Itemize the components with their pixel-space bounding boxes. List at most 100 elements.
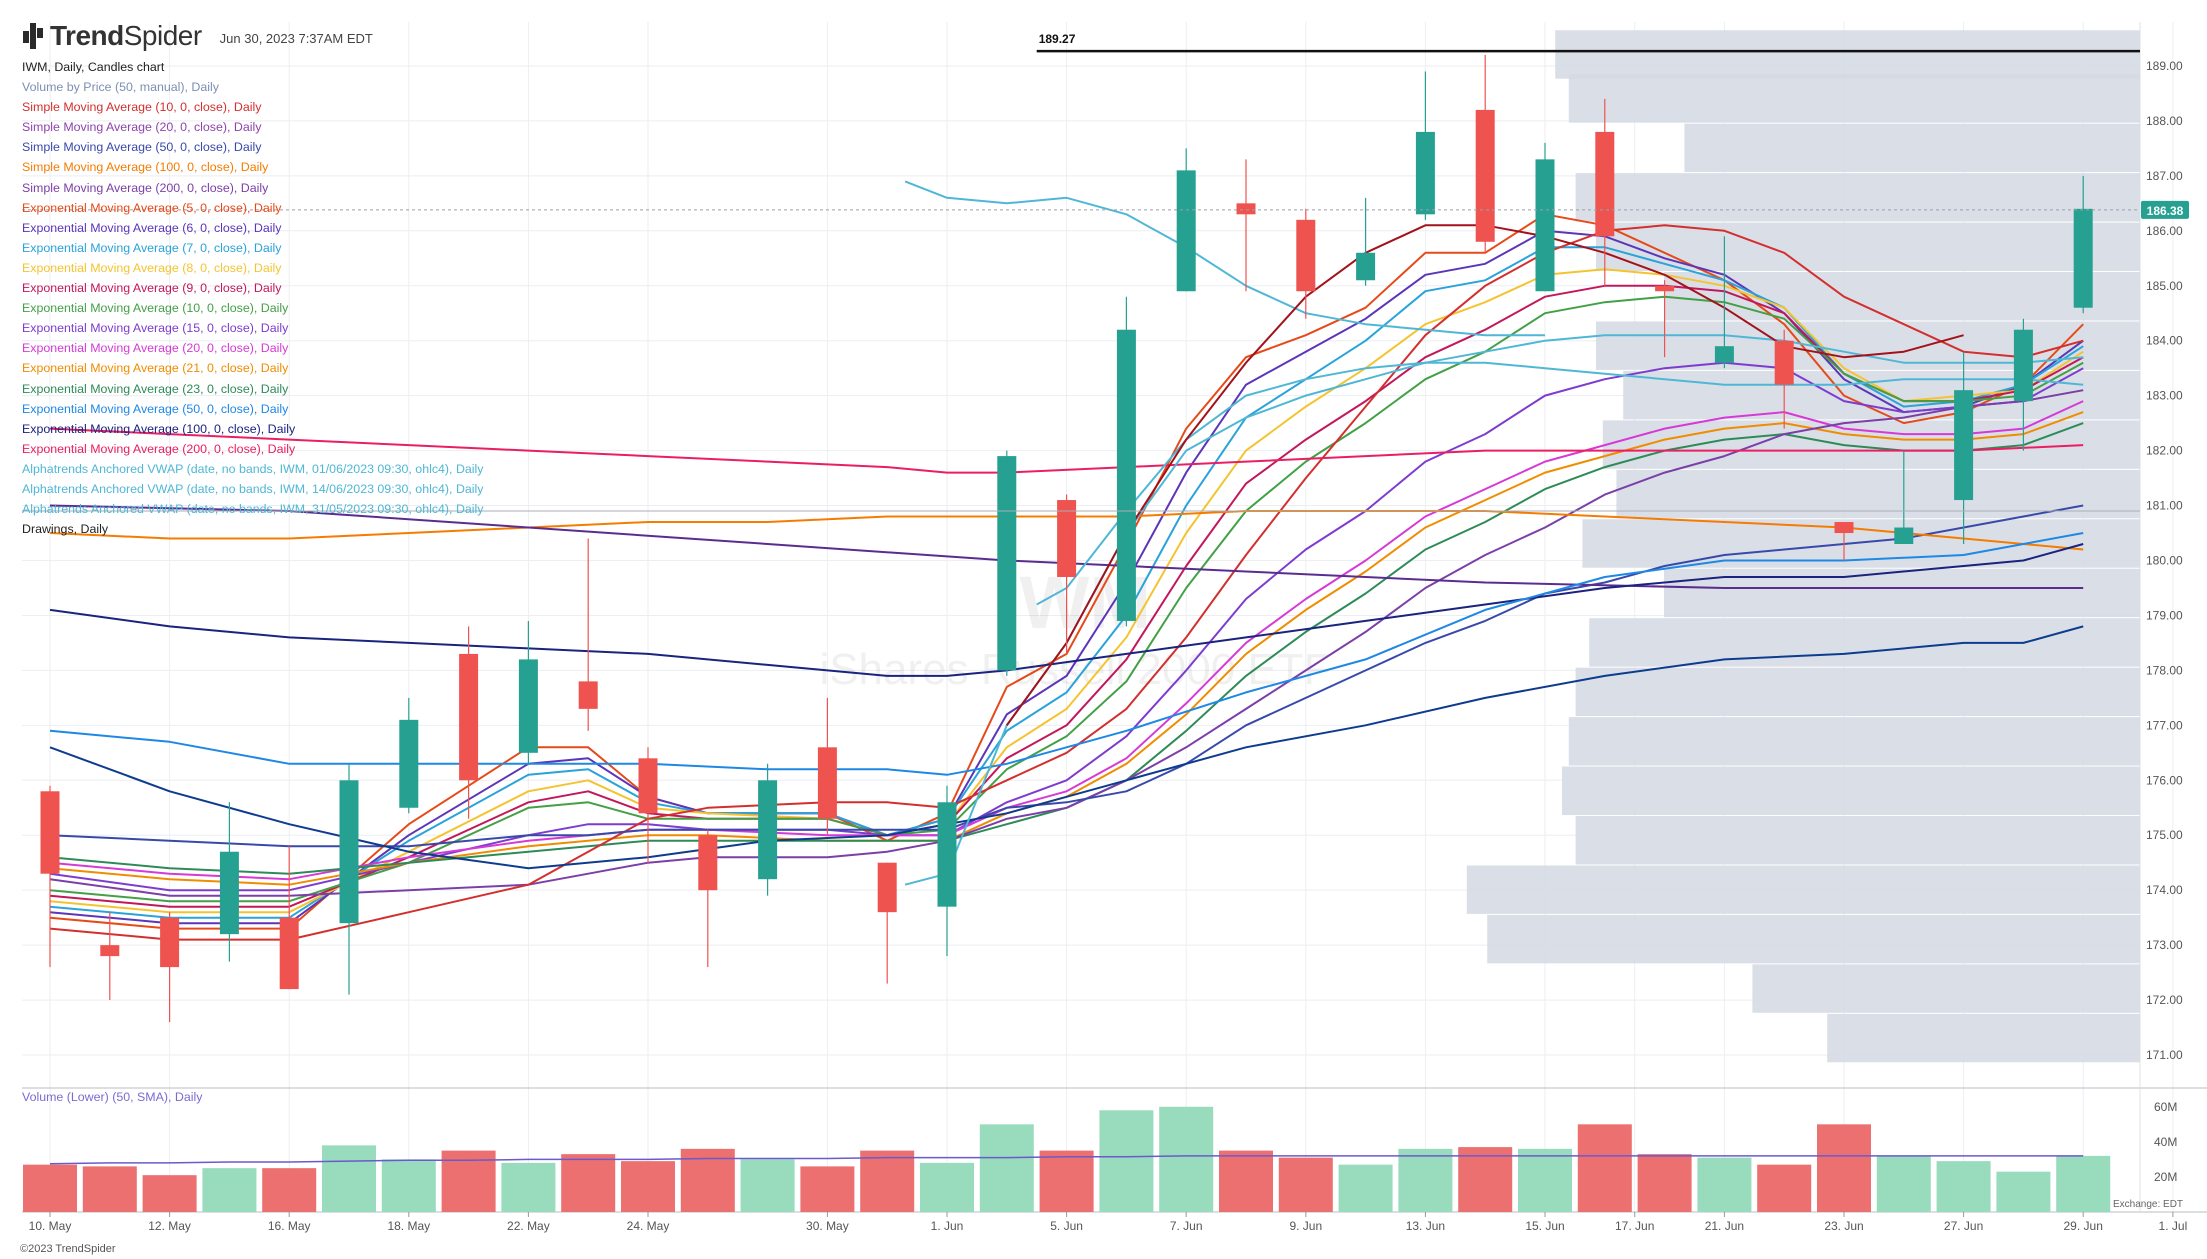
candle-body: [399, 719, 419, 808]
candle-body: [2013, 329, 2033, 402]
volume-profile-bar: [1575, 173, 2140, 222]
candle-body: [1415, 131, 1435, 215]
legend-item[interactable]: Exponential Moving Average (7, 0, close)…: [22, 240, 282, 255]
volume-profile-bar: [1575, 667, 2140, 717]
candle-body: [1834, 522, 1854, 534]
volume-bar: [2056, 1155, 2111, 1212]
candle-body: [698, 835, 718, 891]
legend-item[interactable]: Simple Moving Average (50, 0, close), Da…: [22, 140, 262, 155]
volume-bar: [501, 1162, 556, 1212]
candle-body: [1774, 340, 1794, 385]
candles: [40, 54, 2093, 1023]
price-tick-label: 180.00: [2146, 553, 2183, 567]
indicator-line: [904, 180, 1545, 337]
volume-bar: [1099, 1110, 1154, 1212]
legend-item[interactable]: Simple Moving Average (100, 0, close), D…: [22, 160, 269, 175]
volume-profile-bar: [1562, 766, 2140, 816]
candle-body: [937, 802, 957, 907]
legend-item[interactable]: Exponential Moving Average (8, 0, close)…: [22, 260, 282, 275]
volume-bar: [1996, 1171, 2051, 1212]
time-tick-label: 13. Jun: [1406, 1219, 1445, 1233]
volume-tick-label: 40M: [2154, 1135, 2177, 1149]
volume-profile-bar: [1568, 74, 2140, 123]
legend-item[interactable]: Exponential Moving Average (100, 0, clos…: [22, 421, 296, 436]
volume-bar: [1936, 1161, 1991, 1212]
volume-bar: [1039, 1150, 1094, 1212]
time-axis[interactable]: 10. May 12. May 16. May 18. May 22. May 24. M…: [29, 1212, 2188, 1233]
price-tick-label: 179.00: [2146, 608, 2183, 622]
legend-item[interactable]: Simple Moving Average (200, 0, close), D…: [22, 180, 269, 195]
legend-item[interactable]: IWM, Daily, Candles chart: [22, 60, 165, 74]
legend-item[interactable]: Exponential Moving Average (200, 0, clos…: [22, 441, 296, 456]
volume-profile-bar: [1684, 123, 2140, 173]
legend-item[interactable]: Alphatrends Anchored VWAP (date, no band…: [22, 461, 484, 476]
legend-item[interactable]: Exponential Moving Average (9, 0, close)…: [22, 281, 282, 296]
price-tick-label: 189.00: [2146, 59, 2183, 73]
price-tick-label: 183.00: [2146, 389, 2183, 403]
legend-item[interactable]: Exponential Moving Average (15, 0, close…: [22, 321, 289, 336]
price-tick-label: 174.00: [2146, 883, 2183, 897]
price-axis[interactable]: 171.00 172.00 173.00 174.00 175.00 176.00 177.…: [2141, 59, 2189, 1062]
volume-profile-bar: [1602, 420, 2140, 469]
price-tick-label: 186.00: [2146, 224, 2183, 238]
time-tick-label: 1. Jun: [931, 1219, 964, 1233]
volume-profile-bar: [1466, 865, 2140, 914]
legend-item[interactable]: Simple Moving Average (20, 0, close), Da…: [22, 120, 262, 135]
legend-item[interactable]: Simple Moving Average (10, 0, close), Da…: [22, 100, 262, 115]
volume-bar: [1637, 1154, 1692, 1212]
volume-bar: [621, 1161, 675, 1212]
price-tick-label: 175.00: [2146, 828, 2183, 842]
brand-name: TrendSpider: [50, 20, 202, 51]
legend-item[interactable]: Exponential Moving Average (50, 0, close…: [22, 401, 289, 416]
legend-item[interactable]: Volume by Price (50, manual), Daily: [22, 80, 219, 95]
legend-item[interactable]: Exponential Moving Average (20, 0, close…: [22, 341, 289, 356]
legend-item[interactable]: Exponential Moving Average (21, 0, close…: [22, 361, 289, 376]
price-tick-label: 187.00: [2146, 169, 2183, 183]
volume-panel-label: Volume (Lower) (50, SMA), Daily: [22, 1090, 203, 1104]
price-tick-label: 188.00: [2146, 114, 2183, 128]
time-tick-label: 23. Jun: [1824, 1219, 1863, 1233]
timestamp: Jun 30, 2023 7:37AM EDT: [219, 30, 373, 46]
legend-item[interactable]: Exponential Moving Average (5, 0, close)…: [22, 200, 282, 215]
candle-body: [100, 945, 120, 957]
price-tick-label: 177.00: [2146, 718, 2183, 732]
candle-body: [459, 653, 479, 781]
volume-bar: [23, 1164, 77, 1212]
legend-item[interactable]: Drawings, Daily: [22, 522, 109, 537]
candle-body: [339, 780, 359, 924]
price-tick-label: 171.00: [2146, 1048, 2183, 1062]
candle-body: [219, 851, 239, 935]
time-tick-label: 16. May: [268, 1219, 311, 1233]
price-tick-label: 178.00: [2146, 663, 2183, 677]
legend-item[interactable]: Exponential Moving Average (6, 0, close)…: [22, 220, 282, 235]
volume-bar: [920, 1162, 974, 1212]
legend-item[interactable]: Alphatrends Anchored VWAP (date, no band…: [22, 481, 484, 496]
trendspider-logo-icon: [23, 23, 43, 49]
time-tick-label: 17. Jun: [1615, 1219, 1654, 1233]
candle-body: [1655, 285, 1675, 292]
legend-item[interactable]: Exponential Moving Average (10, 0, close…: [22, 301, 289, 316]
time-tick-label: 30. May: [806, 1219, 849, 1233]
legend-item[interactable]: Alphatrends Anchored VWAP (date, no band…: [22, 502, 484, 517]
volume-panel: 20M 40M 60M Exchange: EDT: [23, 1100, 2183, 1212]
indicator-line: [49, 504, 2084, 848]
indicator-line: [49, 543, 2084, 677]
indicator-legend: IWM, Daily, Candles chart Volume by Price…: [22, 57, 483, 539]
candle-body: [279, 917, 299, 990]
volume-bar: [82, 1166, 137, 1212]
time-tick-label: 12. May: [148, 1219, 191, 1233]
candle-body: [1475, 109, 1495, 242]
volume-bar: [1278, 1157, 1333, 1212]
volume-bar: [381, 1159, 436, 1212]
horizontal-level-label: 189.27: [1039, 32, 1076, 46]
candle-body: [2073, 208, 2093, 308]
volume-bar: [1876, 1155, 1931, 1212]
volume-average-line: [49, 1155, 2084, 1165]
volume-bar: [860, 1150, 915, 1212]
time-tick-label: 15. Jun: [1525, 1219, 1564, 1233]
legend-item[interactable]: Exponential Moving Average (23, 0, close…: [22, 381, 289, 396]
volume-profile-bar: [1752, 964, 2140, 1013]
volume-profile-bar: [1589, 618, 2140, 667]
time-tick-label: 7. Jun: [1170, 1219, 1203, 1233]
